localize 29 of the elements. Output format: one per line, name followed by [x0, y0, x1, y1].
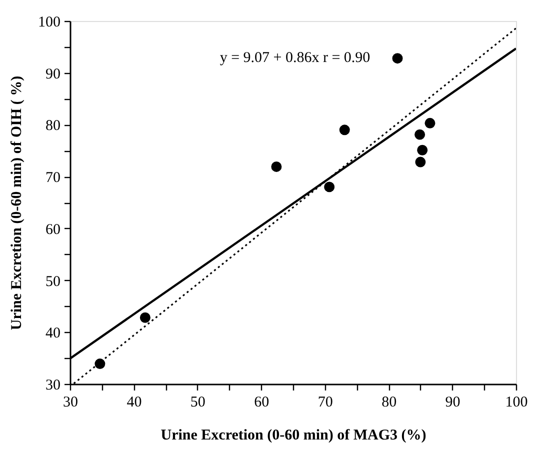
- x-tick-label: 50: [190, 394, 206, 410]
- y-tick-label: 70: [46, 170, 60, 186]
- x-tick-label: 70: [318, 394, 333, 410]
- point: [417, 144, 428, 156]
- point: [415, 156, 426, 168]
- y-tick-label: 50: [46, 274, 60, 290]
- y-tick-label: 80: [46, 118, 60, 134]
- y-tick-label: 30: [46, 378, 60, 394]
- x-axis-title: Urine Excretion (0-60 min) of MAG3 (%): [160, 428, 426, 444]
- x-tick-label: 80: [382, 394, 397, 410]
- x-tick-label: 60: [254, 394, 270, 410]
- y-tick-label: 100: [38, 14, 60, 30]
- point: [324, 182, 335, 192]
- point: [339, 124, 350, 136]
- point: [392, 53, 403, 64]
- x-tick-label: 100: [505, 394, 528, 410]
- point: [94, 358, 106, 370]
- x-tick-label: 30: [63, 394, 78, 410]
- point: [140, 312, 150, 323]
- annotation: y = 9.07 + 0.86x r = 0.90: [220, 50, 370, 66]
- y-tick-label: 40: [46, 326, 60, 342]
- x-tick-label: 90: [445, 394, 460, 410]
- point: [414, 129, 426, 140]
- point: [271, 161, 282, 172]
- y-axis-title: Urine Excretion (0-60 min) of OIH ( %): [9, 76, 25, 330]
- point: [424, 118, 436, 128]
- y-tick-label: 60: [46, 222, 60, 238]
- y-tick-label: 90: [46, 66, 60, 82]
- x-tick-label: 40: [126, 394, 142, 410]
